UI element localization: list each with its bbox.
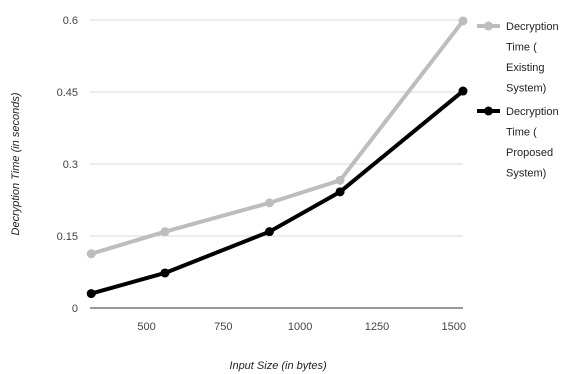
data-point: [336, 176, 345, 185]
data-point: [459, 16, 468, 25]
data-point: [87, 249, 96, 258]
x-tick-label: 750: [214, 321, 232, 333]
legend-label: System): [506, 168, 546, 180]
x-axis-ticks: 500 750 1000 1250 1500: [137, 321, 466, 333]
legend-swatch-marker: [484, 22, 493, 31]
legend-label: Decryption: [506, 21, 559, 33]
x-tick-label: 500: [137, 321, 155, 333]
data-point: [160, 268, 169, 277]
legend-label: Proposed: [506, 147, 553, 159]
x-axis-title: Input Size (in bytes): [229, 360, 327, 372]
series-line-2: [91, 91, 463, 294]
legend-label: Time (: [506, 127, 537, 139]
data-point: [459, 87, 468, 96]
gridlines: [90, 20, 463, 236]
series-group: [87, 16, 468, 298]
x-tick-label: 1250: [365, 321, 389, 333]
y-tick-label: 0.15: [57, 231, 78, 243]
data-point: [265, 198, 274, 207]
y-axis-ticks: 0 0.15 0.3 0.45 0.6: [57, 15, 78, 315]
data-point: [265, 227, 274, 236]
data-point: [87, 289, 96, 298]
y-tick-label: 0: [72, 303, 78, 315]
data-point: [160, 227, 169, 236]
y-tick-label: 0.45: [57, 87, 78, 99]
legend-label: Time (: [506, 42, 537, 54]
legend-swatch-marker: [484, 107, 493, 116]
legend-label: Decryption: [506, 106, 559, 118]
legend: Decryption Time ( Existing System) Decryptio…: [477, 21, 559, 180]
legend-label: Existing: [506, 62, 545, 74]
x-tick-label: 1000: [288, 321, 312, 333]
legend-label: System): [506, 83, 546, 95]
x-tick-label: 1500: [442, 321, 466, 333]
y-axis-title: Decryption Time (in seconds): [10, 92, 22, 235]
y-tick-label: 0.3: [63, 159, 78, 171]
data-point: [336, 187, 345, 196]
y-tick-label: 0.6: [63, 15, 78, 27]
